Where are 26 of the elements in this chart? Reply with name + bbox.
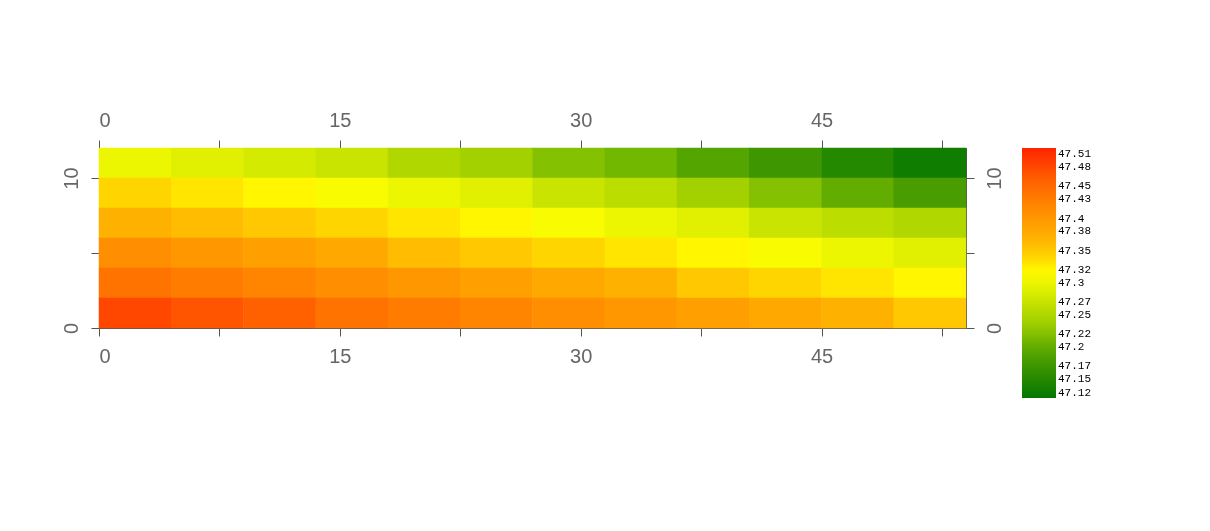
color-bar-label: 47.43 (1058, 193, 1092, 206)
color-bar-label: 47.38 (1058, 225, 1092, 238)
color-bar-label: 47.17 (1058, 359, 1092, 372)
x2-tick-label: 15 (329, 108, 352, 131)
color-bar-label: 47.22 (1058, 327, 1092, 340)
color-bar-label: 47.25 (1058, 308, 1092, 321)
x2-tick-label: 0 (99, 108, 111, 131)
x-tick-label: 0 (99, 344, 111, 367)
color-bar-label: 47.27 (1058, 295, 1092, 308)
color-bar-label: 47.2 (1058, 340, 1085, 353)
color-bar-label: 47.15 (1058, 372, 1092, 385)
x2-tick-label: 45 (810, 108, 834, 131)
color-bar-label: 47.45 (1058, 180, 1092, 193)
x-tick-label: 30 (570, 344, 593, 367)
y2-tick-label: 10 (982, 167, 1005, 190)
color-bar-label: 47.35 (1058, 244, 1092, 257)
color-bar-label: 47.51 (1058, 148, 1092, 160)
y2-tick-label: 0 (982, 322, 1005, 335)
color-bar-label: 47.12 (1058, 387, 1092, 399)
x-tick-label: 15 (329, 344, 352, 367)
color-bar-label: 47.48 (1058, 161, 1092, 174)
x-tick-label: 45 (810, 344, 834, 367)
color-bar-label: 47.4 (1058, 212, 1085, 225)
color-bar-label: 47.32 (1058, 263, 1092, 276)
x2-tick-label: 30 (570, 108, 593, 131)
color-bar-label: 47.3 (1058, 276, 1085, 289)
